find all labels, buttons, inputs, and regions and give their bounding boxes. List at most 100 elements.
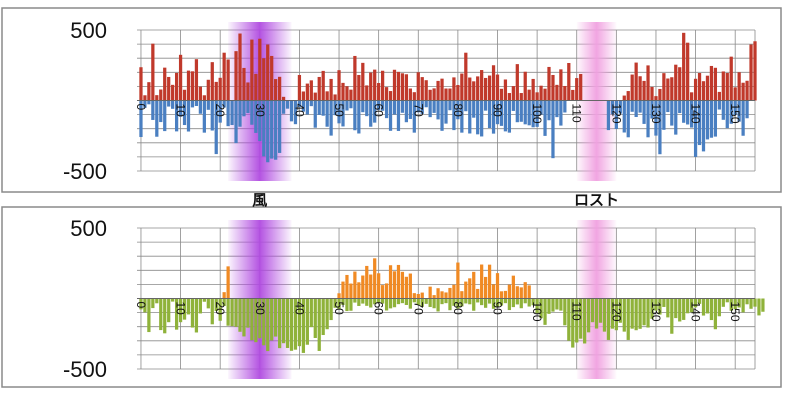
negative-bar (341, 100, 345, 127)
negative-bar (301, 298, 306, 353)
negative-bar (614, 100, 618, 129)
positive-bar (167, 76, 171, 101)
negative-bar (270, 298, 274, 341)
positive-bar (274, 79, 278, 101)
positive-bar (436, 288, 440, 299)
negative-bar (705, 100, 710, 140)
negative-bar (345, 100, 349, 111)
negative-bar (741, 100, 745, 136)
negative-bar (234, 100, 238, 144)
negative-bar (301, 100, 306, 112)
positive-bar (186, 70, 191, 101)
negative-bar (404, 298, 409, 305)
negative-bar (610, 100, 615, 115)
negative-bar (337, 298, 341, 309)
x-tick-label: 0 (134, 104, 148, 111)
x-tick-label: 40 (292, 302, 306, 316)
positive-bar (448, 88, 452, 101)
positive-bar (575, 78, 579, 101)
negative-bar (281, 100, 286, 114)
positive-bar (218, 77, 222, 101)
negative-bar (258, 298, 262, 339)
negative-bar (689, 100, 694, 128)
negative-bar (495, 298, 500, 307)
positive-bar (210, 62, 214, 101)
positive-bar (373, 69, 377, 101)
x-tick-label: 90 (491, 302, 505, 316)
negative-bar (416, 100, 420, 113)
positive-bar (190, 71, 195, 101)
positive-bar (297, 74, 302, 101)
negative-bar (741, 298, 745, 313)
negative-bar (503, 100, 508, 132)
negative-bar (171, 100, 175, 109)
positive-bar (689, 92, 694, 101)
negative-bar (487, 100, 492, 128)
negative-bar (194, 298, 199, 333)
positive-bar (511, 86, 515, 101)
positive-bar (206, 79, 210, 101)
x-tick-label: 50 (332, 104, 346, 118)
positive-bar (472, 271, 476, 299)
negative-bar (345, 298, 349, 312)
positive-bar (749, 44, 753, 101)
positive-bar (305, 83, 309, 101)
negative-bar (174, 298, 179, 330)
positive-bar (380, 285, 385, 299)
negative-bar (618, 100, 622, 114)
negative-bar (147, 298, 151, 333)
negative-bar (448, 298, 452, 311)
negative-bar (444, 100, 448, 124)
positive-bar (377, 273, 381, 299)
negative-bar (198, 298, 203, 314)
negative-bar (297, 298, 302, 347)
negative-bar (436, 100, 440, 120)
negative-bar (147, 100, 151, 105)
negative-bar (214, 100, 218, 155)
positive-bar (491, 284, 496, 299)
negative-bar (317, 298, 321, 351)
positive-bar (408, 273, 412, 299)
positive-bar (333, 94, 337, 101)
negative-bar (305, 298, 309, 345)
negative-bar (440, 298, 444, 305)
shaded-band-lost (576, 22, 617, 181)
positive-bar (384, 283, 389, 299)
negative-bar (329, 298, 333, 321)
negative-bar (721, 100, 725, 120)
negative-bar (733, 100, 737, 116)
negative-bar (262, 100, 266, 157)
negative-bar (515, 298, 519, 305)
negative-bar (662, 298, 666, 307)
negative-bar (563, 298, 567, 326)
negative-bar (246, 100, 250, 114)
negative-bar (555, 298, 559, 310)
negative-bar (480, 100, 484, 137)
positive-bar (388, 265, 393, 299)
negative-bar (646, 298, 650, 328)
positive-bar (503, 290, 508, 299)
positive-bar (432, 295, 436, 299)
x-tick-label: 70 (411, 104, 425, 118)
negative-bar (313, 100, 317, 128)
positive-bar (464, 52, 468, 101)
negative-bar (388, 298, 393, 309)
negative-bar (285, 100, 290, 109)
positive-bar (725, 73, 729, 101)
negative-bar (745, 100, 749, 119)
positive-bar (214, 81, 218, 101)
positive-bar (361, 62, 365, 101)
negative-bar (373, 100, 377, 123)
negative-bar (396, 298, 401, 305)
positive-bar (622, 95, 626, 101)
positive-bar (705, 75, 710, 101)
negative-bar (686, 100, 690, 125)
negative-bar (654, 298, 658, 311)
negative-bar (531, 100, 535, 128)
negative-bar (420, 298, 424, 307)
negative-bar (571, 298, 575, 348)
positive-bar (281, 96, 286, 101)
negative-bar (602, 298, 607, 332)
negative-bar (606, 100, 611, 131)
negative-bar (527, 298, 531, 307)
